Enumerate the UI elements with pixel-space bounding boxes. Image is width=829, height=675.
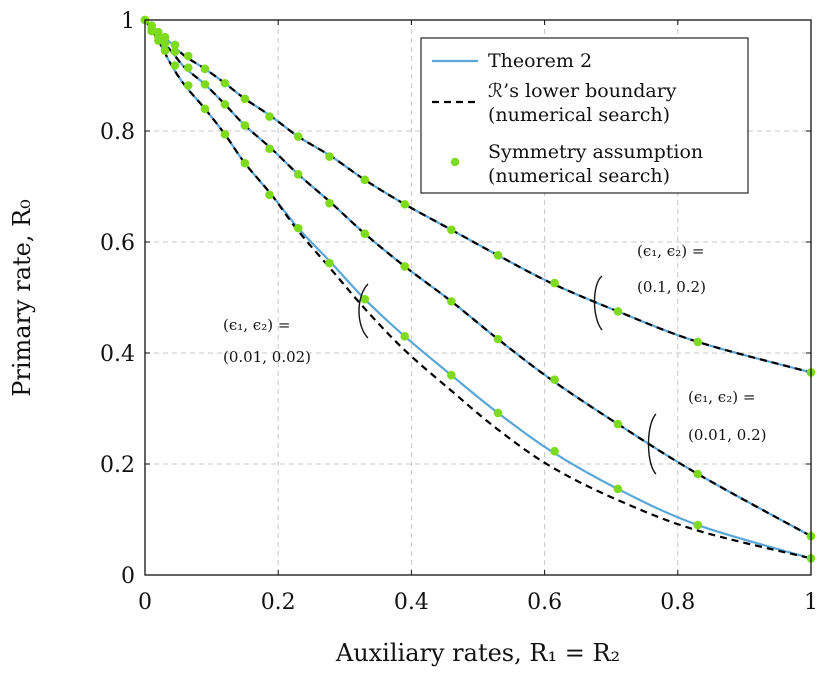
legend-symmetry-label-2: (numerical search): [488, 165, 670, 187]
y-tick-label: 0.6: [100, 231, 135, 256]
symmetry-point: [447, 225, 456, 235]
annotation-label-0.1-0.2-line2: (0.1, 0.2): [637, 278, 706, 296]
y-tick-label: 0.4: [100, 342, 135, 367]
symmetry-point: [183, 51, 193, 61]
symmetry-point: [170, 47, 180, 56]
annotation-label-0.01-0.2-line1: (ϵ₁, ϵ₂) =: [688, 388, 755, 406]
symmetry-point: [613, 484, 623, 494]
annotation-brace-0.01-0.02: [358, 283, 369, 339]
symmetry-point: [493, 251, 503, 260]
x-tick-label: 0: [138, 590, 152, 615]
y-tick-label: 0.8: [100, 120, 135, 145]
x-tick-label: 0.8: [660, 590, 695, 615]
annotation-label-0.1-0.2-line1: (ϵ₁, ϵ₂) =: [637, 242, 704, 260]
y-axis-label: Primary rate, R₀: [8, 199, 36, 397]
x-tick-label: 1: [804, 590, 818, 615]
annotation-label-0.01-0.02-line1: (ϵ₁, ϵ₂) =: [223, 316, 290, 334]
annotation-eps-0.01-0.02: (ϵ₁, ϵ₂) = (0.01, 0.02): [223, 283, 369, 366]
symmetry-point: [325, 258, 334, 268]
symmetry-point: [154, 36, 163, 45]
symmetry-markers: [140, 15, 816, 563]
symmetry-point: [200, 64, 210, 74]
y-tick-label: 0: [121, 564, 135, 589]
symmetry-point: [400, 332, 410, 341]
symmetry-point: [293, 169, 303, 179]
symmetry-point: [160, 46, 170, 55]
symmetry-point: [200, 80, 210, 89]
symmetry-point: [550, 375, 559, 384]
x-tick-label: 0.6: [527, 590, 562, 615]
symmetry-point: [693, 337, 703, 347]
symmetry-point: [447, 370, 456, 380]
symmetry-point: [550, 446, 559, 456]
annotation-label-0.01-0.2-line2: (0.01, 0.2): [688, 426, 767, 444]
symmetry-point: [183, 81, 193, 90]
symmetry-point: [693, 469, 703, 479]
x-axis-label: Auxiliary rates, R₁ = R₂: [335, 639, 620, 667]
plot-frame: [144, 19, 812, 576]
legend-boundary-label: ℛ’s lower boundary: [488, 80, 677, 102]
symmetry-point: [400, 262, 410, 271]
axis-ticks: 0 0.2 0.4 0.6 0.8 1 0 0.2 0.4 0.6 0.8 1: [100, 9, 818, 615]
symmetry-point: [360, 229, 370, 238]
symmetry-point: [493, 408, 503, 418]
symmetry-point: [147, 26, 156, 36]
symmetry-point: [613, 419, 623, 429]
symmetry-point: [550, 278, 559, 288]
x-tick-label: 0.2: [261, 590, 296, 615]
symmetry-point: [325, 198, 334, 208]
symmetry-point: [360, 175, 370, 185]
symmetry-point: [240, 94, 250, 104]
annotation-eps-0.1-0.2: (ϵ₁, ϵ₂) = (0.1, 0.2): [593, 242, 706, 331]
y-tick-label: 0.2: [100, 453, 135, 478]
symmetry-point: [170, 40, 180, 50]
symmetry-point: [240, 158, 250, 168]
annotation-eps-0.01-0.2: (ϵ₁, ϵ₂) = (0.01, 0.2): [647, 388, 767, 475]
legend-symmetry-swatch: [450, 157, 460, 167]
symmetry-point: [447, 297, 456, 306]
symmetry-point: [400, 199, 410, 209]
symmetry-point: [183, 63, 193, 73]
symmetry-point: [360, 294, 370, 304]
annotation-brace-0.01-0.2: [647, 413, 657, 475]
symmetry-point: [170, 61, 180, 70]
symmetry-point: [220, 100, 230, 109]
legend-boundary-label-2: (numerical search): [488, 104, 670, 126]
symmetry-point: [293, 132, 303, 141]
annotation-brace-0.1-0.2: [593, 275, 603, 331]
legend-symmetry-label: Symmetry assumption: [488, 141, 703, 163]
symmetry-point: [265, 112, 274, 121]
symmetry-point: [160, 32, 170, 42]
symmetry-point: [265, 190, 274, 200]
symmetry-point: [220, 130, 230, 139]
symmetry-point: [220, 78, 230, 88]
symmetry-point: [613, 307, 623, 316]
symmetry-point: [693, 520, 703, 530]
x-tick-label: 0.4: [394, 590, 429, 615]
legend-box: [420, 37, 749, 194]
legend-theorem2-label: Theorem 2: [488, 50, 592, 72]
symmetry-point: [160, 39, 170, 48]
legend: Theorem 2 ℛ’s lower boundary (numerical …: [420, 37, 749, 194]
symmetry-point: [493, 334, 503, 344]
symmetry-point: [325, 152, 334, 161]
symmetry-point: [293, 223, 303, 233]
symmetry-point: [200, 104, 210, 114]
symmetry-point: [240, 121, 250, 130]
annotation-label-0.01-0.02-line2: (0.01, 0.02): [223, 348, 311, 366]
y-tick-label: 1: [121, 9, 135, 34]
symmetry-point: [265, 144, 274, 154]
